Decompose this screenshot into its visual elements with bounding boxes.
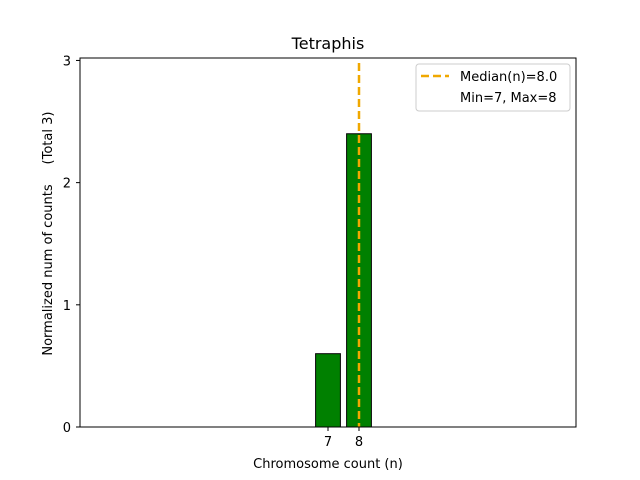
x-axis-label: Chromosome count (n) xyxy=(253,457,403,472)
x-tick-label: 7 xyxy=(324,435,332,450)
y-tick-label: 2 xyxy=(63,177,71,192)
legend: Median(n)=8.0 Min=7, Max=8 xyxy=(415,63,571,112)
y-axis-label: Normalized num of counts xyxy=(41,184,56,355)
x-tick-label: 8 xyxy=(355,435,363,450)
ticks-layer: 7 8 0 1 2 3 xyxy=(63,54,363,450)
legend-box xyxy=(415,63,571,112)
legend-entry-minmax: Min=7, Max=8 xyxy=(460,91,557,106)
legend-entry-median: Median(n)=8.0 xyxy=(460,70,557,85)
y-tick-label: 1 xyxy=(63,299,71,314)
bar-7 xyxy=(315,353,341,428)
y-axis-total-label: (Total 3) xyxy=(41,112,56,165)
y-tick-label: 0 xyxy=(63,421,71,436)
plot-frame xyxy=(79,57,577,428)
chart-title: Tetraphis xyxy=(291,34,365,53)
bars-layer xyxy=(315,133,372,428)
y-tick-label: 3 xyxy=(63,54,71,69)
